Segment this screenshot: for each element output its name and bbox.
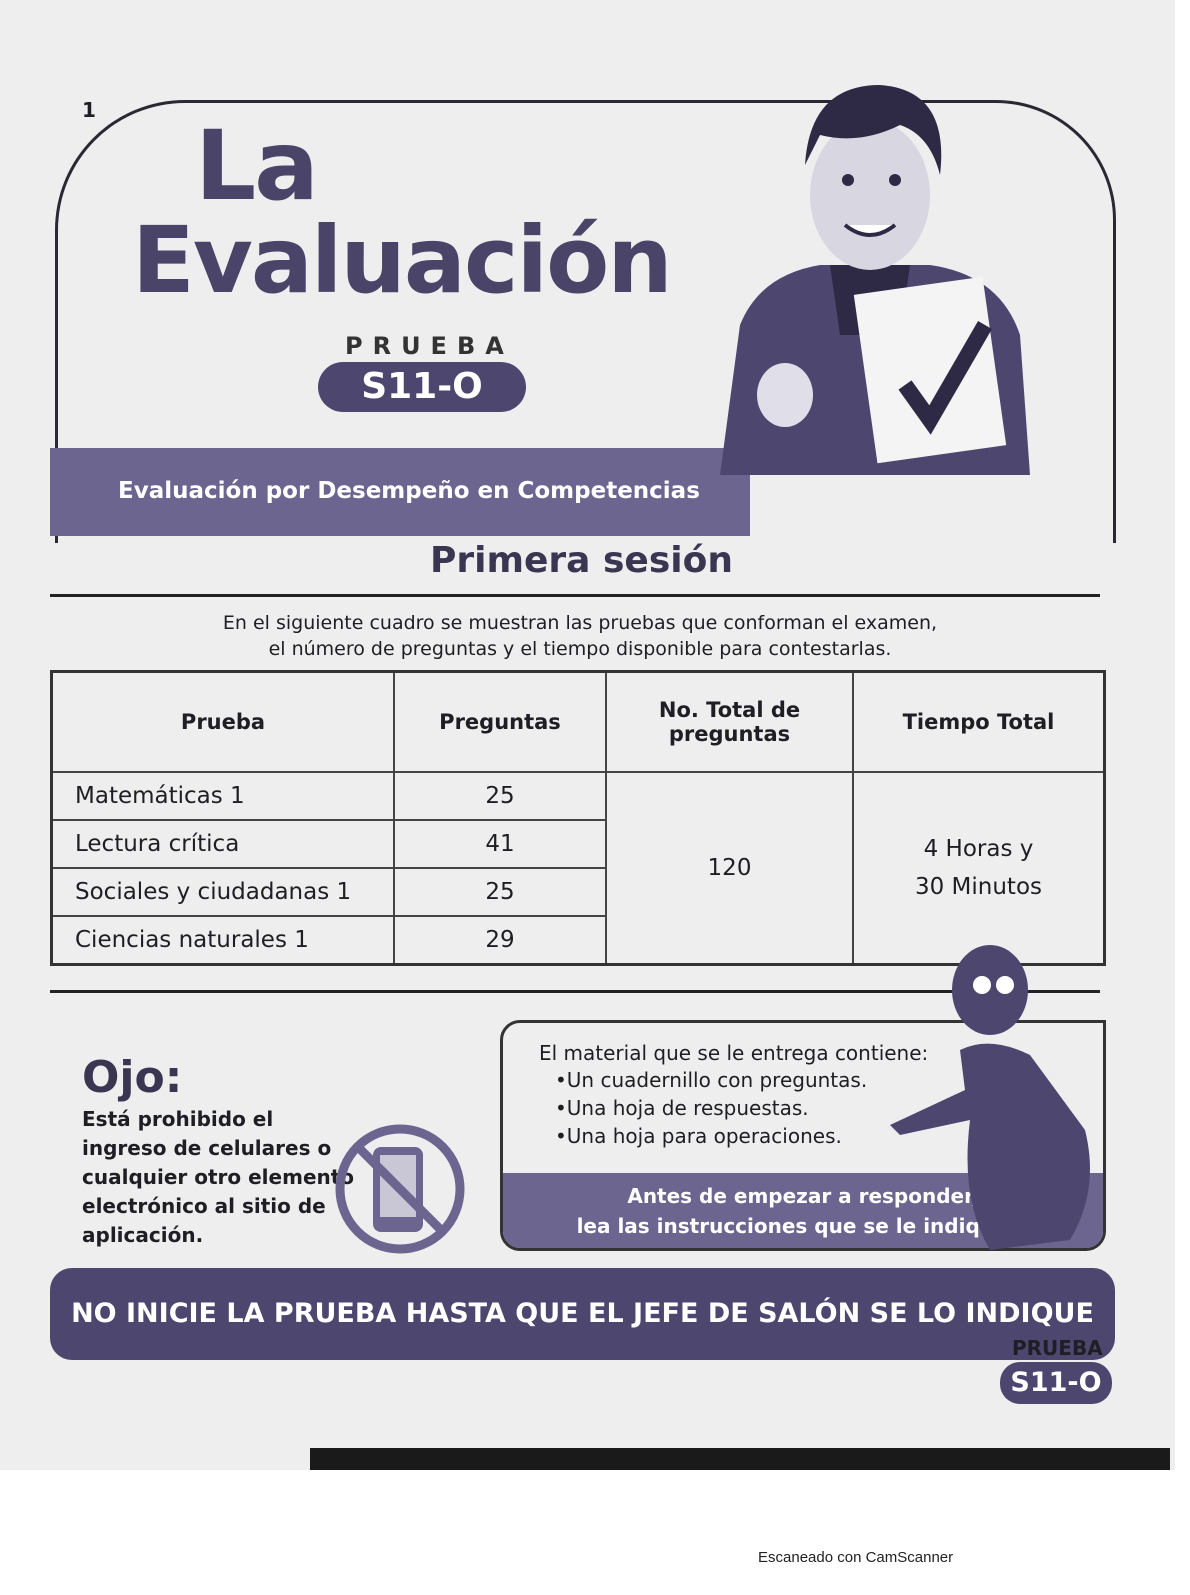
cell-prueba: Ciencias naturales 1 xyxy=(50,915,395,966)
cell-preguntas: 25 xyxy=(393,867,607,917)
session-intro: En el siguiente cuadro se muestran las p… xyxy=(150,610,1010,662)
note-line: Antes de empezar a responder, xyxy=(627,1184,979,1208)
header-banner xyxy=(50,448,750,536)
intro-line: el número de preguntas y el tiempo dispo… xyxy=(268,638,892,660)
banner-text: Evaluación por Desempeño en Competencias xyxy=(118,478,700,504)
header-total: No. Total de preguntas xyxy=(605,670,854,773)
table-header-row: Prueba Preguntas No. Total de preguntas … xyxy=(50,670,1106,773)
cell-prueba: Lectura crítica xyxy=(50,819,395,869)
cell-preguntas: 29 xyxy=(393,915,607,966)
scan-edge xyxy=(310,1448,1170,1470)
woman-illustration xyxy=(890,945,1090,1250)
title-line2: Evaluación xyxy=(132,207,673,314)
ojo-text: Está prohibido el ingreso de celulares o… xyxy=(82,1107,355,1247)
cell-prueba: Sociales y ciudadanas 1 xyxy=(50,867,395,917)
material-item: •Un cuadernillo con preguntas. xyxy=(555,1068,868,1092)
material-title: El material que se le entrega contiene: xyxy=(539,1041,929,1065)
header-preguntas: Preguntas xyxy=(393,670,607,773)
cell-preguntas: 41 xyxy=(393,819,607,869)
test-code-badge: S11-O xyxy=(318,362,526,412)
table-row: Sociales y ciudadanas 1 25 xyxy=(50,867,1105,917)
footer-prueba-label: PRUEBA xyxy=(1012,1336,1103,1360)
scanner-watermark: Escaneado con CamScanner xyxy=(758,1549,954,1566)
student-illustration xyxy=(720,85,1030,475)
note-line: lea las instrucciones que se le indiquen… xyxy=(576,1214,1030,1238)
table-row: Ciencias naturales 1 29 xyxy=(50,915,1105,966)
tiempo-line: 30 Minutos xyxy=(914,874,1043,900)
ojo-title: Ojo: xyxy=(82,1052,183,1103)
session-title: Primera sesión xyxy=(430,540,733,581)
cell-tiempo: 4 Horas y 30 Minutos xyxy=(852,771,1106,966)
warning-banner: NO INICIE LA PRUEBA HASTA QUE EL JEFE DE… xyxy=(50,1268,1115,1360)
tiempo-line: 4 Horas y xyxy=(923,836,1034,862)
prueba-label: PRUEBA xyxy=(345,332,514,360)
intro-line: En el siguiente cuadro se muestran las p… xyxy=(222,612,938,634)
material-item: •Una hoja de respuestas. xyxy=(555,1096,809,1120)
divider xyxy=(50,594,1100,597)
no-phone-icon xyxy=(335,1124,465,1254)
header-tiempo: Tiempo Total xyxy=(852,670,1106,773)
table-row: Matemáticas 1 25 120 4 Horas y 30 Minuto… xyxy=(50,771,1106,966)
page-number: 1 xyxy=(82,98,96,122)
cell-prueba: Matemáticas 1 xyxy=(50,771,395,821)
header-prueba: Prueba xyxy=(50,670,395,773)
title-line1: La xyxy=(195,110,319,222)
tests-table: Prueba Preguntas No. Total de preguntas … xyxy=(50,670,1106,966)
cell-total: 120 xyxy=(605,771,854,966)
table-row: Lectura crítica 41 xyxy=(50,819,1105,869)
divider xyxy=(50,990,1100,993)
material-item: •Una hoja para operaciones. xyxy=(555,1124,842,1148)
footer-test-code: S11-O xyxy=(1000,1362,1112,1404)
cell-preguntas: 25 xyxy=(393,771,607,821)
header-frame xyxy=(55,100,1116,543)
